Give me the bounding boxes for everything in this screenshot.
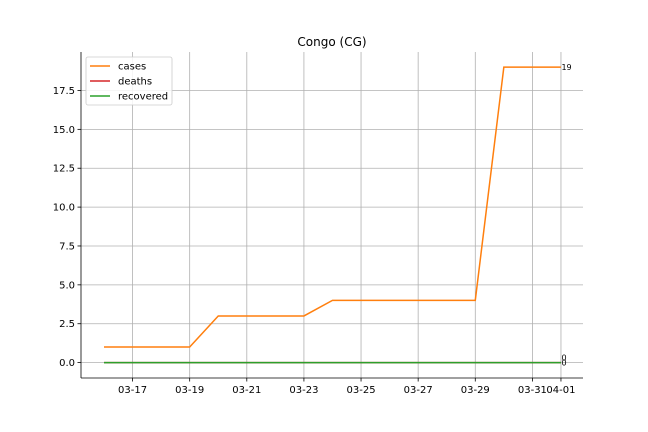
y-tick-label: 2.5 [59,319,75,330]
end-label-recovered: 0 [561,359,566,368]
x-tick-label: 04-01 [546,385,575,396]
y-tick-label: 17.5 [53,86,75,97]
y-tick-label: 12.5 [53,164,75,175]
x-tick-label: 03-27 [404,385,433,396]
series-line-cases [104,66,561,348]
legend-frame [85,56,173,106]
end-label-cases: 19 [561,63,571,72]
x-tick-label: 03-19 [175,385,204,396]
x-tick-label: 03-29 [461,385,490,396]
x-tick-label: 03-23 [289,385,318,396]
legend: cases deaths recovered [85,56,173,106]
legend-label-deaths: deaths [118,77,152,88]
legend-label-recovered: recovered [118,92,168,103]
y-tick-label: 5.0 [59,280,75,291]
y-tick-label: 15.0 [53,125,75,136]
x-tick-label: 03-31 [518,385,547,396]
x-tick-label: 03-21 [232,385,261,396]
grid-layer [81,52,583,378]
end-label-deaths: 0 [561,354,566,363]
y-tick-label: 0.0 [59,358,75,369]
tick-layer: 0.0 2.5 5.0 7.5 10.0 12.5 15.0 17.5 03-17 03-19 03… [53,86,576,396]
legend-label-cases: cases [118,62,146,73]
series-layer [104,66,561,364]
x-tick-label: 03-25 [347,385,376,396]
x-tick-label: 03-17 [118,385,147,396]
chart-title: Congo (CG) [297,35,366,49]
y-tick-label: 10.0 [53,203,75,214]
y-tick-label: 7.5 [59,241,75,252]
